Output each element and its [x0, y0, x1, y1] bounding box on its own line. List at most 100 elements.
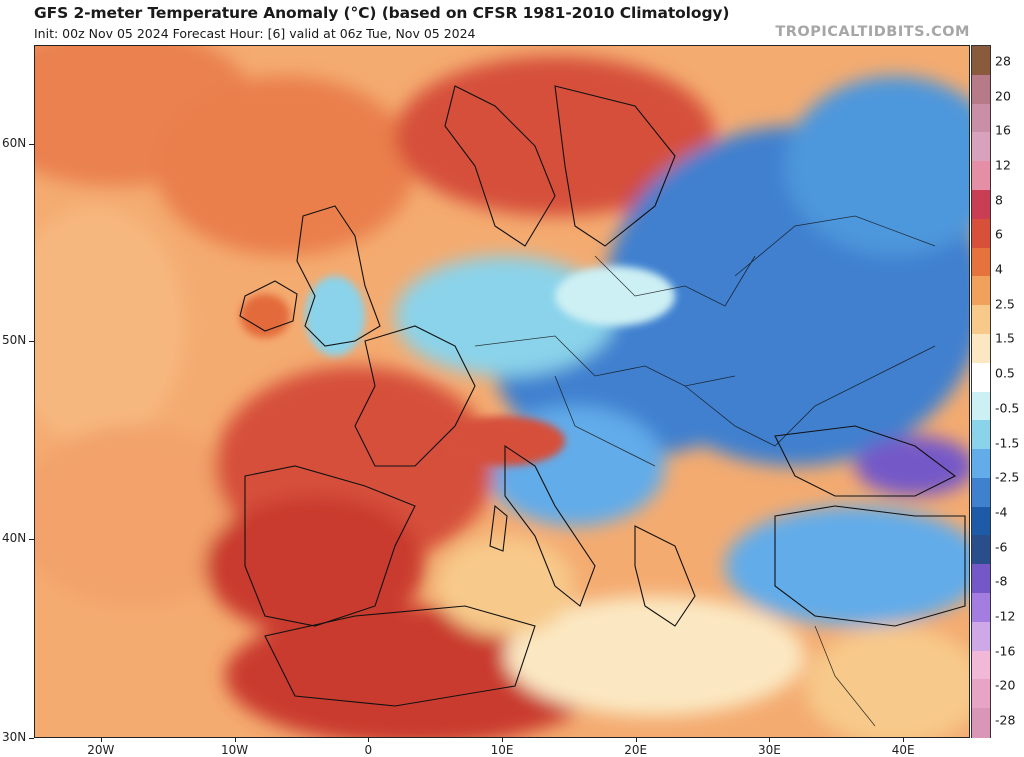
colorbar-cell: [972, 333, 990, 364]
lat-label-30n: 30N: [2, 730, 27, 744]
italy-outline: [504, 444, 596, 607]
lon-tick-mark: [903, 738, 905, 742]
lat-tick-mark: [29, 738, 34, 739]
coastlines: [239, 85, 966, 707]
turkey-cool-area: [725, 506, 969, 626]
colorbar-label: -16: [995, 643, 1016, 659]
colorbar-label: -12: [995, 608, 1016, 624]
lon-label-30e: 30E: [757, 743, 781, 757]
colorbar-label: 6: [995, 226, 1003, 242]
colorbar-cell: [972, 218, 990, 249]
colorbar-cell: [972, 564, 990, 594]
caucasus-extreme-cold-area: [855, 436, 969, 496]
greece-outline: [634, 525, 696, 627]
map-title: GFS 2-meter Temperature Anomaly (°C) (ba…: [34, 4, 730, 22]
lat-label-60n: 60N: [2, 136, 27, 150]
colorbar-label: -0.5: [995, 400, 1020, 416]
lon-tick-mark: [635, 738, 637, 742]
colorbar-cell: [972, 535, 990, 565]
map-subtitle: Init: 00z Nov 05 2024 Forecast Hour: [6]…: [34, 26, 476, 41]
lon-label-20e: 20E: [624, 743, 648, 757]
lon-label-10w: 10W: [220, 743, 249, 757]
norway-outline: [444, 85, 556, 247]
colorbar-cell: [972, 305, 990, 335]
colorbar-label: 1.5: [995, 330, 1015, 346]
great-britain-outline: [296, 205, 381, 347]
colorbar-cell: [972, 189, 990, 220]
colorbar-cell: [972, 708, 990, 738]
mediterranean-neutral-area: [505, 596, 805, 716]
colorbar-cell: [972, 103, 990, 133]
colorbar-label: 2.5: [995, 296, 1015, 312]
colorbar-label: 8: [995, 192, 1003, 208]
map-canvas: [35, 46, 969, 737]
colorbar-label: -1.5: [995, 435, 1020, 451]
colorbar-label: -8: [995, 573, 1008, 589]
france-outline: [354, 325, 476, 467]
ireland-outline: [239, 280, 298, 332]
lon-label-10e: 10E: [490, 743, 514, 757]
lon-tick-mark: [100, 738, 102, 742]
anomaly-colorbar: [971, 45, 991, 738]
colorbar-cell: [972, 132, 990, 162]
colorbar-cell: [972, 506, 990, 537]
colorbar-cell: [972, 449, 990, 479]
tyrrhenian-area: [435, 536, 575, 636]
colorbar-label: 28: [995, 53, 1011, 69]
subtropical-atlantic-area: [35, 426, 255, 606]
lon-tick-mark: [234, 738, 236, 742]
colorbar-cell: [972, 679, 990, 709]
colorbar-label: -6: [995, 539, 1008, 555]
colorbar-label: 0.5: [995, 365, 1015, 381]
black-sea-outline: [774, 425, 957, 497]
colorbar-label: 16: [995, 122, 1011, 138]
lon-tick-mark: [502, 738, 503, 742]
lon-label-20w: 20W: [87, 743, 115, 757]
russia-cold-area: [785, 76, 969, 256]
iberia-outline: [244, 465, 416, 627]
corsica-sardinia-outline: [489, 504, 508, 552]
uk-cool-area: [305, 276, 365, 356]
colorbar-cell: [972, 247, 990, 277]
border-central-europe: [474, 335, 736, 387]
brand-watermark: TROPICALTIDBITS.COM: [775, 24, 970, 40]
north-africa-warm-area: [225, 606, 605, 737]
border-middle-east: [814, 625, 876, 727]
colorbar-label: -2.5: [995, 469, 1020, 485]
north-sea-warm-area: [155, 76, 415, 256]
colorbar-cell: [972, 593, 990, 623]
colorbar-cell: [972, 46, 990, 76]
lat-label-40n: 40N: [2, 531, 27, 545]
mid-atlantic-area: [35, 206, 185, 446]
colorbar-cell: [972, 161, 990, 191]
poland-neutral-area: [555, 266, 675, 326]
lon-label-40e: 40E: [891, 743, 915, 757]
lat-tick-mark: [29, 539, 34, 540]
colorbar-cell: [972, 420, 990, 450]
north-africa-coast-outline: [264, 605, 536, 707]
colorbar-cell: [972, 362, 990, 393]
border-poland-belarus: [594, 255, 756, 307]
colorbar-cell: [972, 650, 990, 681]
colorbar-label: -28: [995, 712, 1016, 728]
lat-tick-mark: [29, 144, 34, 145]
iberia-warm-area: [205, 496, 425, 636]
alps-warm-area: [445, 416, 565, 466]
colorbar-label: -4: [995, 504, 1008, 520]
lat-label-50n: 50N: [2, 333, 27, 347]
sweden-finland-outline: [554, 85, 676, 247]
colorbar-label: -20: [995, 677, 1016, 693]
border-russia: [734, 215, 936, 277]
colorbar-cell: [972, 391, 990, 421]
turkey-outline: [774, 505, 966, 627]
colorbar-cell: [972, 621, 990, 652]
colorbar-cell: [972, 74, 990, 105]
lon-label-0: 0: [364, 743, 373, 757]
lon-tick-mark: [368, 738, 370, 742]
colorbar-cell: [972, 276, 990, 306]
border-austria-hungary: [554, 375, 656, 467]
border-ukraine: [684, 345, 936, 447]
colorbar-label: 4: [995, 261, 1003, 277]
lon-tick-mark: [769, 738, 771, 742]
country-borders: [474, 215, 936, 727]
